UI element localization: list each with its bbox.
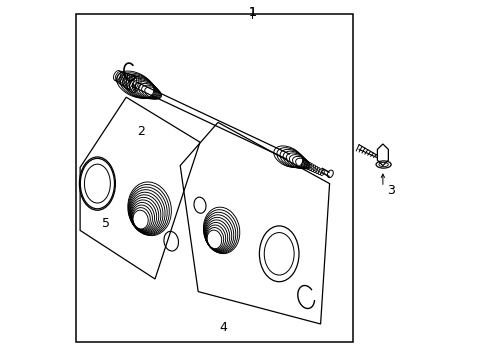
Text: 1: 1 [248,6,256,19]
Bar [76,14,353,342]
Text: 5: 5 [102,217,110,230]
Text: 2: 2 [137,125,145,138]
Text: 1: 1 [248,6,256,19]
Text: 3: 3 [387,184,395,197]
Text: 4: 4 [220,321,227,334]
